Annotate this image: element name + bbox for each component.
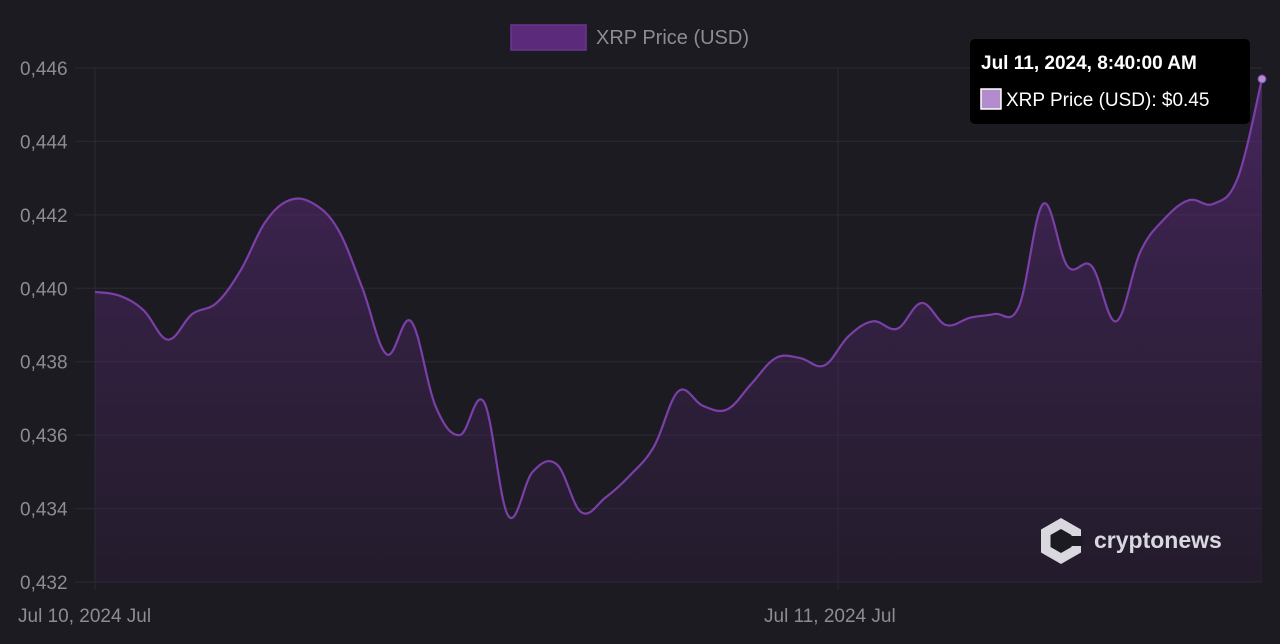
data-point	[1017, 305, 1021, 309]
data-point	[701, 404, 705, 408]
legend-swatch[interactable]	[510, 24, 587, 51]
y-tick-label: 0,438	[20, 353, 68, 374]
data-point	[142, 308, 146, 312]
y-tick-label: 0,436	[20, 426, 68, 447]
data-point	[531, 470, 535, 474]
data-point	[482, 400, 486, 404]
data-point	[1066, 264, 1070, 268]
data-point	[871, 319, 875, 323]
x-tick-label: Jul 10, 2024 Jul	[18, 606, 151, 627]
data-point	[458, 433, 462, 437]
data-point	[774, 356, 778, 360]
data-point	[677, 389, 681, 393]
data-point	[749, 382, 753, 386]
data-point	[1090, 264, 1094, 268]
y-tick-label: 0,444	[20, 132, 68, 153]
data-point	[190, 312, 194, 316]
data-point	[822, 363, 826, 367]
data-point	[433, 404, 437, 408]
data-point	[944, 323, 948, 327]
data-point	[1041, 202, 1045, 206]
data-point	[385, 352, 389, 356]
data-points	[93, 74, 1267, 518]
data-point	[1138, 250, 1142, 254]
tooltip-title: Jul 11, 2024, 8:40:00 AM	[981, 53, 1197, 74]
data-point	[409, 319, 413, 323]
data-point	[628, 474, 632, 478]
tooltip-box	[970, 39, 1250, 124]
x-tick-label: Jul 11, 2024 Jul	[764, 606, 896, 627]
price-line	[94, 78, 1264, 520]
data-point	[604, 496, 608, 500]
y-tick-label: 0,432	[20, 573, 68, 594]
legend[interactable]: XRP Price (USD)	[510, 24, 749, 51]
data-point	[1114, 319, 1118, 323]
y-tick-label: 0,442	[20, 206, 68, 227]
data-point	[895, 327, 899, 331]
cryptonews-logo-icon	[1041, 518, 1083, 564]
data-point	[215, 301, 219, 305]
data-point	[288, 198, 292, 202]
data-point	[1187, 198, 1191, 202]
y-tick-label: 0,440	[20, 279, 68, 300]
data-point	[506, 514, 510, 518]
data-point	[1236, 176, 1240, 180]
data-point	[263, 220, 267, 224]
data-point	[312, 202, 316, 206]
y-tick-label: 0,434	[20, 500, 68, 521]
y-tick-label: 0,446	[20, 59, 68, 80]
brand-watermark: cryptonews	[1041, 518, 1222, 564]
data-point	[1163, 217, 1167, 221]
data-point	[847, 334, 851, 338]
legend-label[interactable]: XRP Price (USD)	[596, 27, 749, 49]
data-point	[993, 312, 997, 316]
data-point	[336, 228, 340, 232]
data-point	[360, 286, 364, 290]
brand-name: cryptonews	[1094, 527, 1222, 553]
tooltip: Jul 11, 2024, 8:40:00 AM XRP Price (USD)…	[970, 39, 1250, 124]
tooltip-swatch	[980, 88, 1002, 110]
data-point	[920, 301, 924, 305]
data-point	[239, 268, 243, 272]
tooltip-body: XRP Price (USD): $0.45	[1006, 90, 1209, 111]
data-point	[798, 356, 802, 360]
data-point	[579, 510, 583, 514]
data-point	[1257, 74, 1267, 84]
data-point	[725, 407, 729, 411]
x-axis: Jul 10, 2024 Jul Jul 11, 2024 Jul	[18, 606, 896, 627]
y-axis: 0,446 0,444 0,442 0,440 0,438 0,436 0,434 0,432	[20, 59, 68, 594]
data-point	[166, 338, 170, 342]
data-point	[117, 294, 121, 298]
data-point	[555, 463, 559, 467]
data-point	[968, 316, 972, 320]
data-point	[652, 444, 656, 448]
data-point	[93, 290, 97, 294]
data-point	[1211, 202, 1215, 206]
price-area	[95, 79, 1262, 582]
